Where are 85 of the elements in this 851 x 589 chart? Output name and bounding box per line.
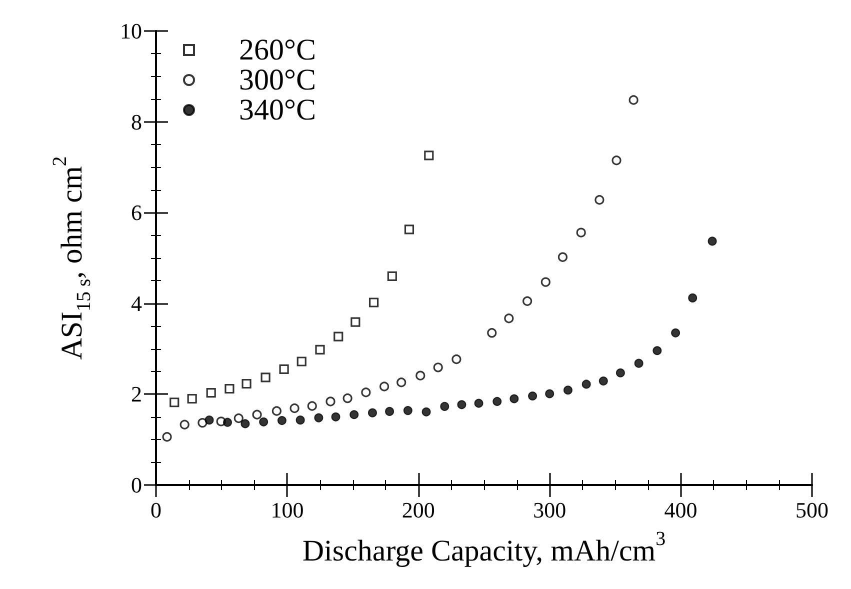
point [522, 296, 532, 306]
point [504, 314, 514, 324]
point [331, 412, 340, 422]
point [582, 380, 591, 389]
point [576, 228, 586, 238]
point [403, 406, 412, 416]
legend-label: 340°C [239, 94, 316, 126]
x-tick-label: 300 [533, 498, 566, 522]
point [368, 298, 379, 308]
point [671, 328, 680, 338]
point [224, 384, 234, 394]
point [279, 364, 289, 374]
point [452, 354, 462, 364]
x-tick-label: 0 [150, 498, 162, 522]
point [528, 392, 538, 401]
point [558, 252, 568, 262]
point [234, 413, 244, 424]
x-tick-label: 400 [664, 498, 698, 522]
point [598, 376, 608, 386]
point [180, 420, 190, 430]
point [688, 293, 698, 302]
point [350, 317, 360, 327]
point [240, 419, 250, 428]
point [326, 396, 336, 406]
point [594, 195, 604, 205]
point [440, 402, 450, 411]
point [424, 150, 434, 160]
point [187, 394, 197, 404]
y-tick-label: 8 [131, 109, 142, 134]
point [334, 332, 344, 342]
y-tick-label: 4 [131, 290, 142, 316]
x-tick-label: 200 [402, 498, 435, 522]
point [396, 378, 406, 388]
y-tick-label: 6 [131, 200, 142, 226]
point [416, 370, 426, 380]
point [277, 416, 286, 426]
point [422, 407, 431, 416]
point [616, 368, 625, 378]
point [342, 393, 352, 404]
point [545, 389, 554, 398]
x-tick-label: 100 [270, 498, 304, 522]
point [379, 382, 390, 392]
y-axis-title: ASI15 s, ohm cm2 [49, 156, 95, 360]
y-tick-label: 10 [120, 18, 142, 44]
y-tick-label: 0 [131, 472, 142, 498]
legend-label: 300°C [239, 64, 316, 96]
point [350, 410, 359, 420]
point [404, 224, 414, 234]
point [474, 398, 484, 408]
point [385, 406, 394, 416]
point [259, 417, 268, 426]
point [296, 416, 305, 425]
legend-label: 260°C [239, 34, 316, 66]
point [252, 410, 262, 420]
point [510, 394, 519, 404]
point [628, 95, 638, 105]
point [198, 418, 208, 428]
point [242, 378, 252, 389]
point [457, 400, 466, 410]
point [387, 271, 397, 281]
point [708, 236, 717, 246]
point [652, 346, 662, 356]
point [492, 396, 502, 406]
point [563, 386, 572, 395]
point [315, 344, 325, 355]
point [634, 358, 644, 368]
point [540, 277, 550, 287]
point [487, 328, 497, 338]
point [206, 388, 216, 398]
point [272, 406, 282, 416]
point [204, 416, 214, 425]
point [612, 156, 622, 166]
point [260, 372, 270, 382]
point [223, 418, 232, 427]
point [162, 432, 172, 442]
x-tick-label: 500 [796, 498, 828, 522]
point [296, 356, 306, 366]
point [433, 362, 443, 372]
y-tick-label: 2 [131, 382, 142, 407]
point [314, 413, 324, 422]
point [290, 403, 300, 414]
point [307, 401, 317, 411]
point [361, 388, 371, 398]
point [170, 398, 180, 408]
point [368, 408, 377, 418]
